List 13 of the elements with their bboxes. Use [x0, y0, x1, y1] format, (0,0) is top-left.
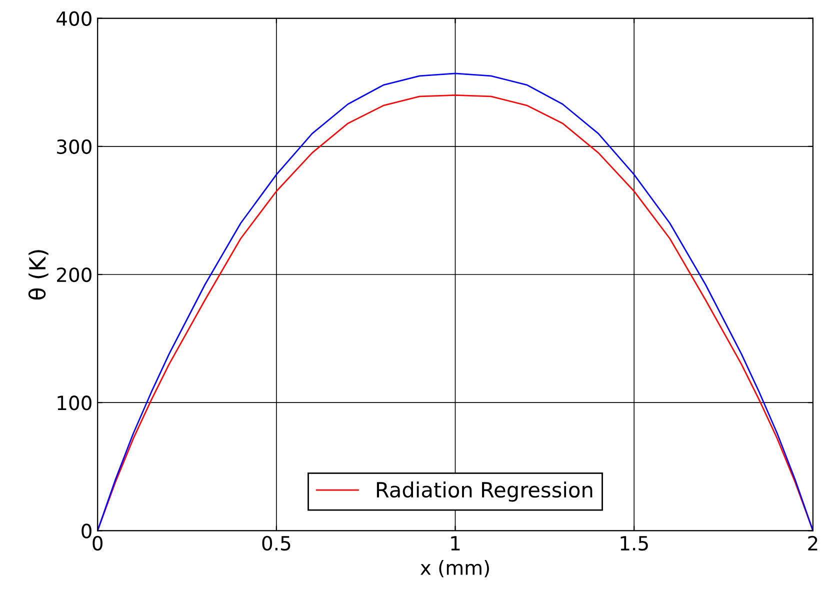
- x-tick-label: 0: [92, 536, 102, 551]
- legend-label: Radiation Regression: [376, 482, 592, 502]
- x-tick-label: 1: [451, 536, 460, 550]
- x-tick-label: 2: [808, 536, 818, 550]
- y-tick-label: 400: [56, 11, 92, 26]
- x-tick-label: 1.5: [620, 536, 648, 551]
- x-axis-title: x (mm): [420, 560, 489, 578]
- y-tick-label: 200: [57, 267, 92, 282]
- y-tick-label: 100: [58, 396, 92, 410]
- y-axis-title: θ (K): [28, 250, 48, 300]
- x-tick-label: 0.5: [262, 536, 290, 551]
- y-tick-label: 300: [57, 139, 92, 154]
- y-tick-label: 0: [82, 524, 92, 538]
